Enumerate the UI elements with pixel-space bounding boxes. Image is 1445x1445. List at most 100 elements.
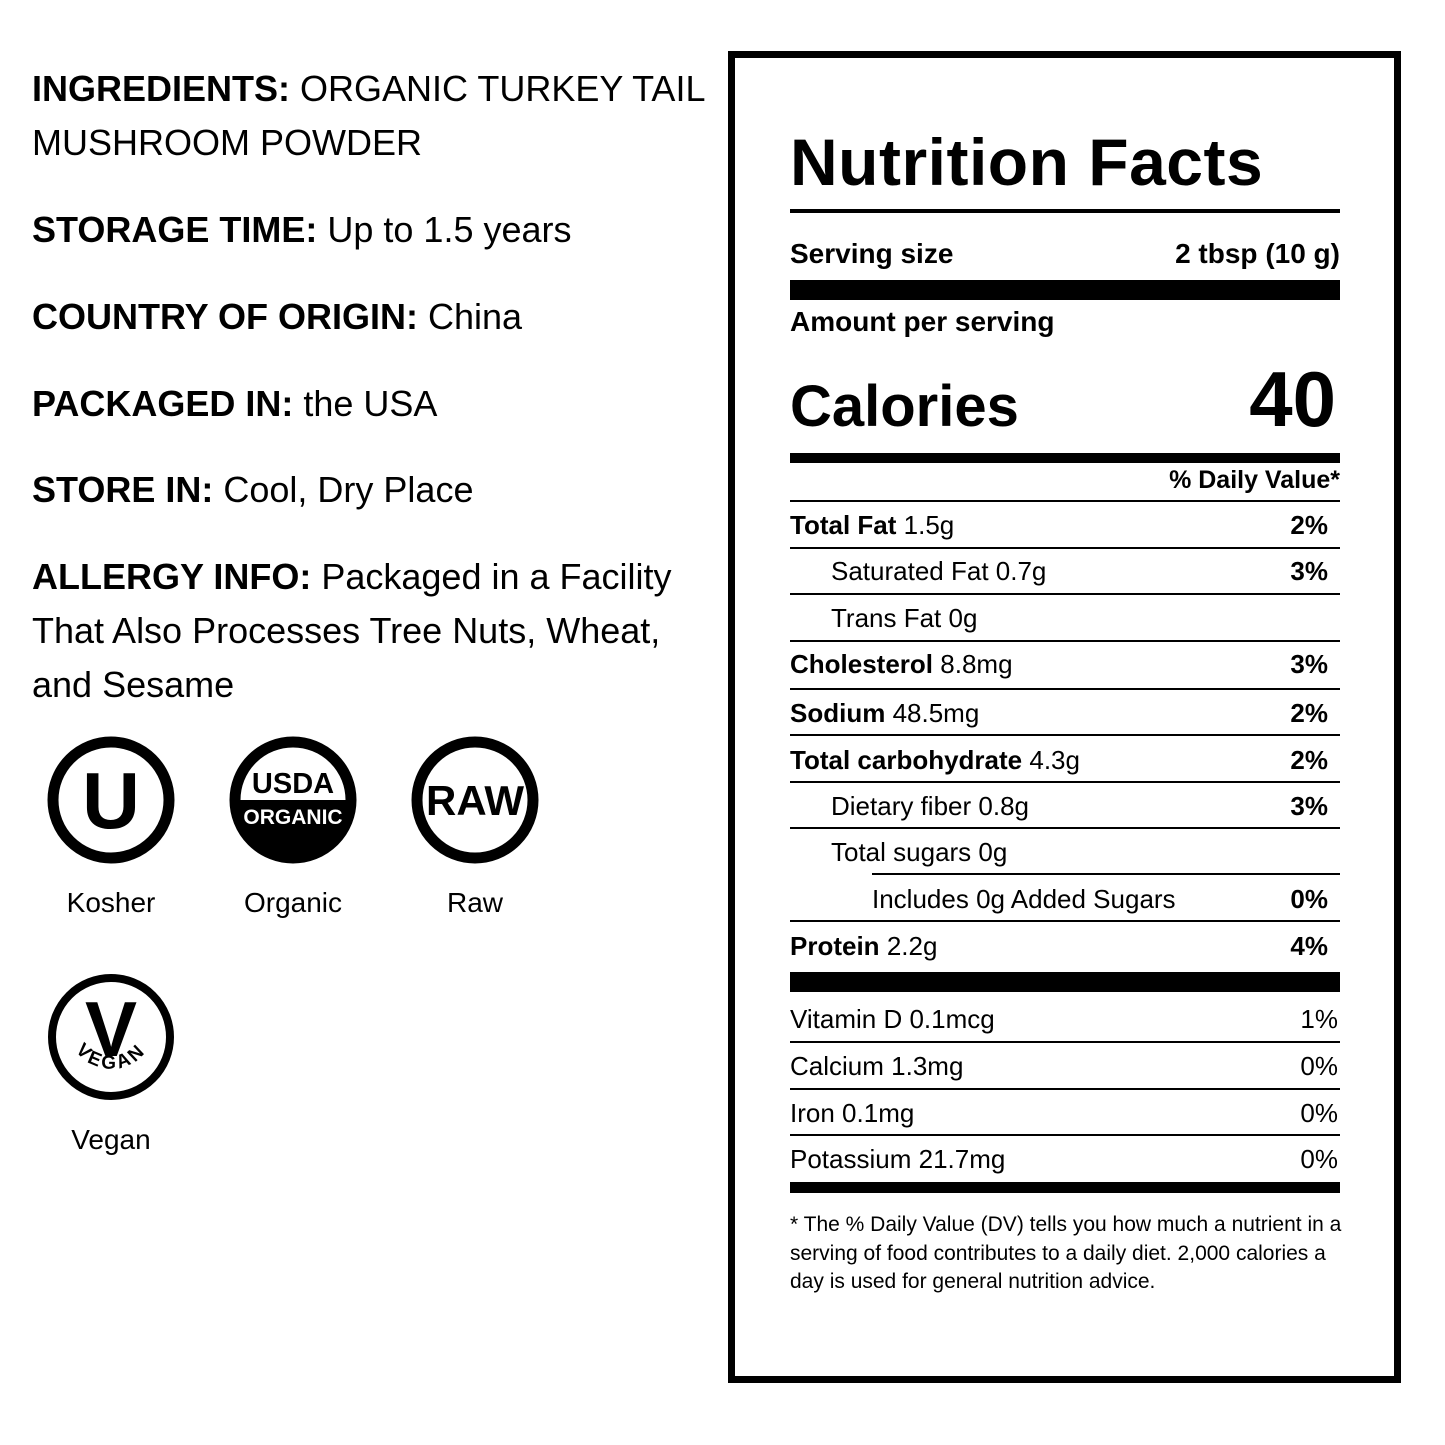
vitamin-amount: 1.3mg: [891, 1051, 964, 1081]
rule: [790, 734, 1340, 736]
store-in-label: STORE IN:: [32, 469, 214, 510]
rule: [790, 547, 1340, 549]
nutrient-amount: 0g: [978, 837, 1008, 867]
nutrient-row-total-sugars: Total sugars 0g: [790, 837, 1340, 868]
calories-row: Calories 40: [790, 354, 1340, 445]
nutrient-row-cholesterol: Cholesterol 8.8mg 3%: [790, 649, 1340, 680]
vitamin-row-potassium: Potassium 21.7mg 0%: [790, 1144, 1340, 1175]
kosher-glyph: U: [82, 756, 140, 845]
nutrient-row-total-carbohydrate: Total carbohydrate 4.3g 2%: [790, 745, 1340, 776]
divider-thick: [790, 280, 1340, 300]
packaged-in-label: PACKAGED IN:: [32, 383, 294, 424]
kosher-badge: U Kosher: [46, 735, 176, 919]
serving-size-value: 2 tbsp (10 g): [1175, 238, 1340, 269]
raw-label: Raw: [446, 887, 503, 918]
vitamin-name: Iron: [790, 1098, 835, 1128]
vitamin-dv: 0%: [1300, 1144, 1338, 1174]
rule: [790, 781, 1340, 783]
vitamin-amount: 21.7mg: [918, 1144, 1006, 1174]
nutrient-amount: 0g: [948, 603, 978, 633]
nutrient-name: Trans Fat: [831, 603, 942, 633]
nutrient-row-total-fat: Total Fat 1.5g 2%: [790, 510, 1340, 541]
packaged-in-text: PACKAGED IN: the USA: [32, 377, 722, 431]
kosher-label: Kosher: [66, 887, 156, 918]
nutrient-row-dietary-fiber: Dietary fiber 0.8g 3%: [790, 791, 1340, 822]
nutrient-amount: 1.5g: [903, 510, 955, 540]
nutrient-name: Total sugars: [831, 837, 972, 867]
nutrient-amount: 0.7g: [995, 556, 1047, 586]
nutrient-row-trans-fat: Trans Fat 0g: [790, 603, 1340, 634]
rule: [872, 873, 1340, 875]
organic-badge: USDA ORGANIC Organic: [228, 735, 358, 919]
nutrition-facts-title: Nutrition Facts: [790, 125, 1264, 199]
nutrient-amount: 48.5mg: [892, 698, 980, 728]
country-of-origin-text: COUNTRY OF ORIGIN: China: [32, 290, 722, 344]
amount-per-serving-label: Amount per serving: [790, 306, 1055, 337]
rule: [790, 640, 1340, 642]
vitamin-amount: 0.1mg: [842, 1098, 915, 1128]
nutrient-dv: 3%: [1290, 791, 1328, 821]
divider-medium: [790, 453, 1340, 463]
vitamin-name: Potassium: [790, 1144, 912, 1174]
vitamin-amount: 0.1mcg: [909, 1004, 995, 1034]
organic-text: ORGANIC: [243, 806, 342, 829]
nutrition-facts-panel: Nutrition Facts Serving size 2 tbsp (10 …: [728, 51, 1401, 1383]
nutrient-name: Protein: [790, 931, 880, 961]
vegan-icon: V VEGAN: [48, 974, 174, 1100]
vitamin-row-vitamin-d: Vitamin D 0.1mcg 1%: [790, 1004, 1340, 1035]
raw-badge: RAW Raw: [410, 735, 540, 919]
nutrient-row-sodium: Sodium 48.5mg 2%: [790, 698, 1340, 729]
country-of-origin-value: China: [428, 296, 523, 337]
nutrient-dv: 0%: [1290, 884, 1328, 914]
nutrient-name: Saturated Fat: [831, 556, 989, 586]
raw-icon: RAW: [411, 736, 539, 864]
vitamin-name: Vitamin D: [790, 1004, 903, 1034]
serving-size-label: Serving size: [790, 238, 954, 269]
allergy-info-label: ALLERGY INFO:: [32, 556, 312, 597]
raw-glyph: RAW: [426, 777, 524, 824]
nutrient-dv: 2%: [1290, 745, 1328, 775]
nutrient-amount: 0.8g: [978, 791, 1029, 821]
daily-value-header: % Daily Value*: [790, 466, 1340, 495]
vitamin-row-calcium: Calcium 1.3mg 0%: [790, 1051, 1340, 1082]
kosher-u-icon: U: [47, 736, 175, 864]
nutrient-amount: 8.8mg: [940, 649, 1013, 679]
rule: [790, 920, 1340, 922]
nutrient-name: Dietary fiber: [831, 791, 972, 821]
allergy-info-value: Packaged in a Facility That Also Process…: [32, 556, 672, 705]
daily-value-footnote: * The % Daily Value (DV) tells you how m…: [790, 1213, 1342, 1293]
rule: [790, 500, 1340, 502]
ingredients-value: ORGANIC TURKEY TAIL MUSHROOM POWDER: [32, 68, 705, 163]
rule: [790, 1088, 1340, 1090]
nutrient-row-saturated-fat: Saturated Fat 0.7g 3%: [790, 556, 1340, 587]
nutrient-dv: 3%: [1290, 649, 1328, 679]
rule: [790, 593, 1340, 595]
allergy-info-text: ALLERGY INFO: Packaged in a Facility Tha…: [32, 550, 722, 712]
divider-thin: [790, 209, 1340, 213]
vitamin-dv: 0%: [1300, 1098, 1338, 1128]
nutrient-dv: 2%: [1290, 698, 1328, 728]
nutrient-dv: 4%: [1290, 931, 1328, 961]
storage-time-label: STORAGE TIME:: [32, 209, 318, 250]
organic-label: Organic: [243, 887, 343, 918]
daily-value-header-text: % Daily Value*: [1169, 466, 1340, 494]
vegan-badge: V VEGAN Vegan: [46, 972, 176, 1156]
store-in-value: Cool, Dry Place: [223, 469, 474, 510]
nutrient-name: Includes 0g Added Sugars: [872, 884, 1176, 914]
nutrient-name: Total carbohydrate: [790, 745, 1023, 775]
store-in-text: STORE IN: Cool, Dry Place: [32, 463, 722, 517]
divider-medium-footer: [790, 1182, 1340, 1193]
rule: [790, 688, 1340, 690]
usda-text: USDA: [252, 768, 334, 800]
usda-organic-icon: USDA ORGANIC: [229, 736, 357, 864]
nutrient-name: Sodium: [790, 698, 886, 728]
nutrient-row-protein: Protein 2.2g 4%: [790, 931, 1340, 962]
packaged-in-value: the USA: [303, 383, 438, 424]
calories-value: 40: [1249, 355, 1336, 443]
divider-thick-vitamins: [790, 972, 1340, 992]
vitamin-name: Calcium: [790, 1051, 884, 1081]
rule: [790, 1134, 1340, 1136]
calories-label: Calories: [790, 374, 1019, 439]
nutrient-name: Total Fat: [790, 510, 897, 540]
vegan-label: Vegan: [71, 1124, 151, 1155]
